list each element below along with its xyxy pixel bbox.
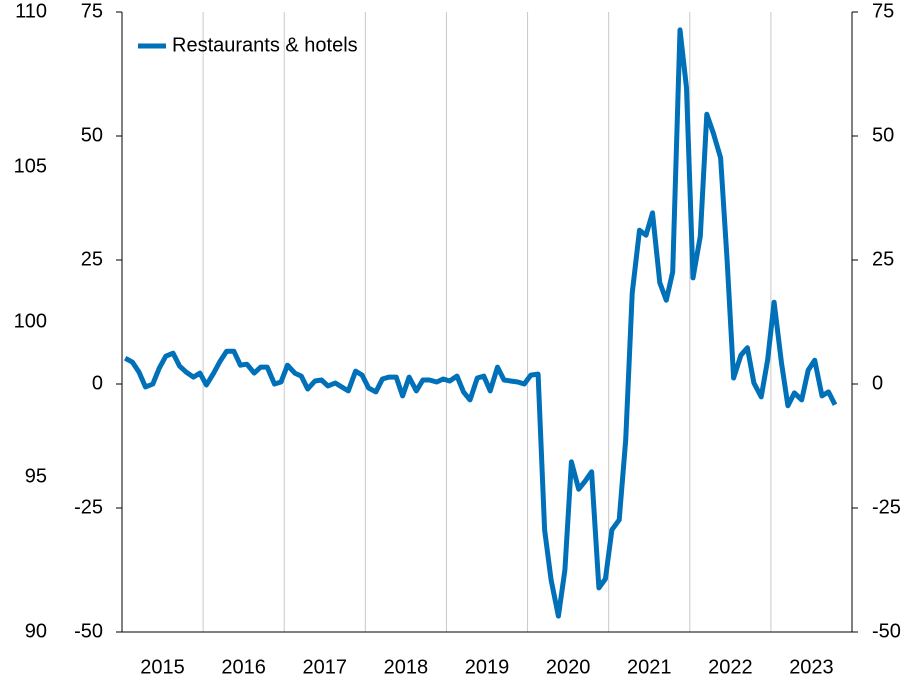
line-series xyxy=(123,27,838,619)
x-tick-label: 2018 xyxy=(384,656,429,678)
y-tick-label: 75 xyxy=(81,0,103,22)
y2-tick-label: 75 xyxy=(872,0,894,22)
y-tick-label: 0 xyxy=(92,372,103,394)
x-tick-label: 2017 xyxy=(303,656,348,678)
y2-tick-label: 50 xyxy=(872,124,894,146)
x-tick-label: 2022 xyxy=(708,656,753,678)
y-tick-label: 25 xyxy=(81,248,103,270)
x-tick-label: 2021 xyxy=(627,656,672,678)
y2-tick-label: 0 xyxy=(872,372,883,394)
x-tick-label: 2020 xyxy=(546,656,591,678)
x-tick-label: 2023 xyxy=(789,656,834,678)
y3-tick-label: 90 xyxy=(25,620,47,642)
y2-tick-label: -25 xyxy=(872,496,901,518)
y-tick-label: -25 xyxy=(74,496,103,518)
y2-tick-label: 25 xyxy=(872,248,894,270)
y3-tick-label: 110 xyxy=(15,0,47,22)
legend-label: Restaurants & hotels xyxy=(172,34,358,56)
y3-tick-label: 100 xyxy=(14,310,47,332)
y-tick-label: -50 xyxy=(74,620,103,642)
y3-tick-label: 105 xyxy=(14,155,47,177)
x-tick-label: 2016 xyxy=(221,656,266,678)
y3-tick-label: 95 xyxy=(25,465,47,487)
x-tick-label: 2015 xyxy=(140,656,185,678)
y-tick-label: 50 xyxy=(81,124,103,146)
y2-tick-label: -50 xyxy=(872,620,901,642)
x-tick-label: 2019 xyxy=(465,656,510,678)
